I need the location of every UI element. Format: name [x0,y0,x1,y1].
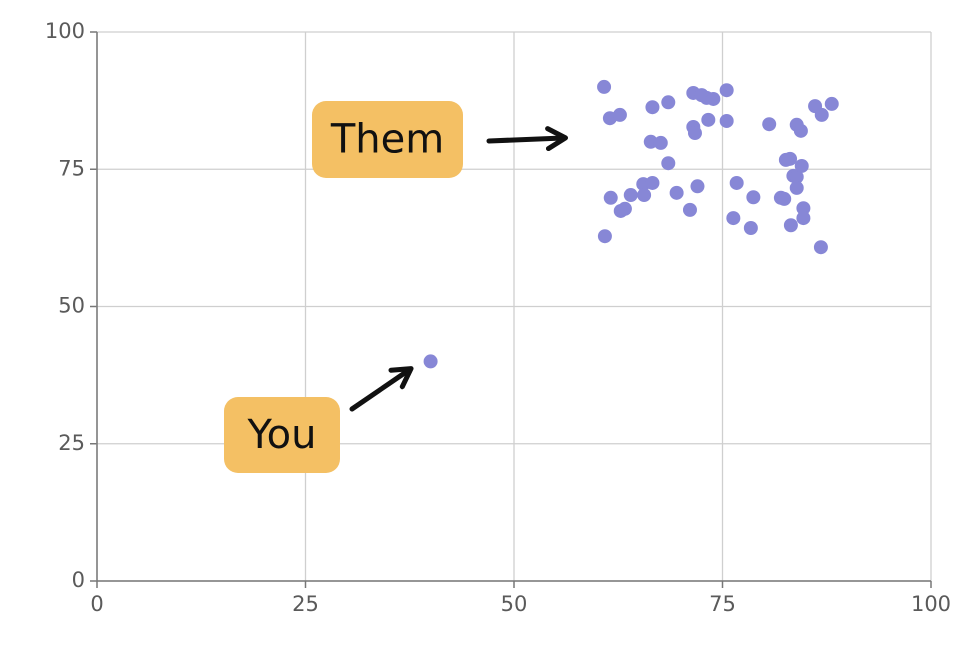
point [796,201,811,216]
point [762,117,777,132]
x-tick-label: 25 [292,592,319,616]
y-tick-label: 25 [58,431,85,455]
point [789,169,804,184]
point [813,240,828,255]
point [423,354,438,369]
callout-box [312,101,463,178]
x-tick-label: 100 [911,592,951,616]
y-tick-label: 75 [58,156,85,180]
point [794,158,809,173]
point [669,185,684,200]
point [783,151,798,166]
y-tick-label: 0 [72,568,85,592]
point [701,112,716,127]
point [645,100,660,115]
point [824,96,839,111]
callout-arrow [349,366,414,412]
point [637,188,652,203]
point [814,107,829,122]
point [603,190,618,205]
point [743,220,758,235]
point [623,188,638,203]
point [645,175,660,190]
y-tick-label: 100 [45,19,85,43]
point [661,156,676,171]
point [687,126,702,141]
callout-arrow [486,126,568,152]
point [729,175,744,190]
point [617,201,632,216]
x-tick-label: 0 [90,592,103,616]
point [793,123,808,138]
point [796,211,811,226]
point [783,218,798,233]
point [746,190,761,205]
point [612,107,627,122]
point [653,135,668,150]
point [661,95,676,110]
x-tick-label: 75 [709,592,736,616]
point [706,91,721,106]
point [690,179,705,194]
point [597,229,612,244]
callout-box [224,397,340,473]
point [726,211,741,226]
point [597,79,612,94]
callout-label: You [247,412,317,458]
point [777,191,792,206]
point [719,83,734,98]
callout-label: Them [330,117,444,163]
y-tick-label: 50 [58,294,85,318]
point [719,113,734,128]
point [789,180,804,195]
point [682,202,697,217]
x-tick-label: 50 [501,592,528,616]
